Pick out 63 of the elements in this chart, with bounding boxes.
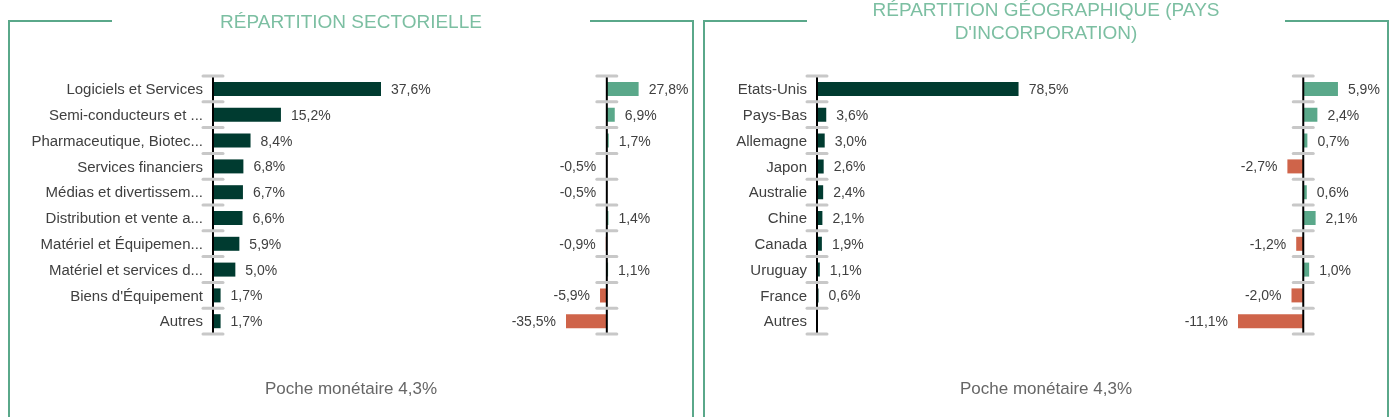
chart-title: RÉPARTITION SECTORIELLE <box>219 9 483 33</box>
data-label: 2,1% <box>1325 210 1358 226</box>
data-label: 1,1% <box>829 261 862 278</box>
data-label: 1,4% <box>618 210 651 226</box>
data-label: -2,0% <box>1244 287 1282 304</box>
y-tick-label: Etats-Unis <box>737 80 807 98</box>
data-label: 1,0% <box>1319 261 1352 278</box>
y-tick-label: Uruguay <box>750 260 808 278</box>
y-tick-label: Matériel et services d... <box>48 260 203 278</box>
data-label: 6,9% <box>624 106 657 123</box>
data-label: 8,4% <box>260 132 293 149</box>
data-label: -1,2% <box>1249 235 1287 252</box>
text: Poche monétaire 4,3% <box>960 379 1132 399</box>
data-label: 3,0% <box>834 132 867 149</box>
y-tick-label: Autres <box>159 312 203 330</box>
data-label: 1,9% <box>831 235 864 252</box>
data-label: -0,5% <box>559 158 597 175</box>
y-tick-label: Médias et divertissem... <box>45 183 203 201</box>
y-tick-label: Australie <box>748 183 807 201</box>
data-label: 6,8% <box>253 158 286 175</box>
y-tick-label: Pharmaceutique, Biotec... <box>31 131 203 149</box>
y-tick-label: France <box>760 286 807 304</box>
data-label: 5,9% <box>1347 81 1380 97</box>
data-label: 6,7% <box>252 184 285 201</box>
data-label: 2,6% <box>833 158 866 175</box>
data-label: 1,7% <box>230 313 263 330</box>
y-tick-label: Logiciels et Services <box>66 80 203 98</box>
data-label: 15,2% <box>290 106 331 123</box>
data-label: 0,7% <box>1317 132 1350 149</box>
data-label: 0,6% <box>828 287 861 304</box>
data-label: 37,6% <box>391 81 431 97</box>
data-label: 1,1% <box>618 261 650 278</box>
data-label: 1,7% <box>230 287 263 304</box>
data-label: 3,6% <box>836 106 869 123</box>
y-tick-label: Biens d'Équipement <box>70 286 204 304</box>
y-tick-label: Japon <box>766 157 807 175</box>
y-tick-label: Semi-conducteurs et ... <box>48 106 203 124</box>
data-label: 1,7% <box>618 132 651 149</box>
data-label: -11,1% <box>1184 313 1228 330</box>
y-tick-label: Allemagne <box>736 131 807 149</box>
y-tick-label: Pays-Bas <box>742 106 807 124</box>
data-label: -2,7% <box>1240 158 1278 175</box>
data-label: 5,9% <box>249 235 282 252</box>
y-tick-label: Matériel et Équipemen... <box>40 235 203 253</box>
data-label: 5,0% <box>245 261 278 278</box>
data-label: 0,6% <box>1316 184 1349 201</box>
y-tick-label: Distribution et vente a... <box>45 209 203 227</box>
y-tick-label: Canada <box>754 235 808 253</box>
y-tick-label: Chine <box>767 209 807 227</box>
data-label: -5,9% <box>553 287 591 304</box>
data-label: 2,1% <box>832 210 865 226</box>
data-label: -0,5% <box>559 184 597 201</box>
data-label: 2,4% <box>833 184 866 201</box>
text: Poche monétaire 4,3% <box>265 379 437 399</box>
y-tick-label: Services financiers <box>77 157 203 175</box>
data-label: 2,4% <box>1327 106 1360 123</box>
data-label: 6,6% <box>252 210 285 226</box>
data-label: -35,5% <box>511 313 556 330</box>
y-tick-label: Autres <box>763 312 807 330</box>
data-label: 27,8% <box>648 81 689 98</box>
chart-title: RÉPARTITION GÉOGRAPHIQUE (PAYS D'INCORPORATION) <box>871 0 1221 44</box>
data-label: 78,5% <box>1028 81 1069 97</box>
data-label: -0,9% <box>559 235 596 252</box>
